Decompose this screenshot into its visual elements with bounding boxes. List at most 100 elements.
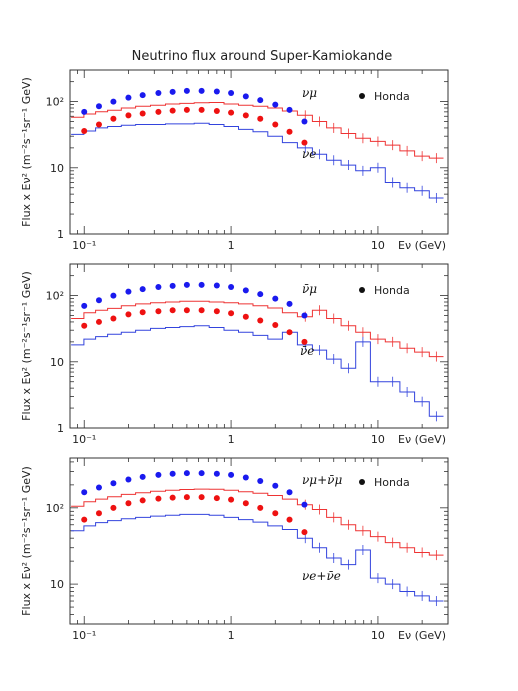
honda-point <box>95 103 102 110</box>
honda-point <box>183 470 190 477</box>
honda-point <box>81 302 88 309</box>
plot-frame <box>69 69 449 235</box>
honda-point <box>95 297 102 304</box>
honda-point <box>125 500 132 507</box>
neutrino-label: ν̄μ <box>302 282 317 296</box>
honda-point <box>242 112 249 119</box>
honda-point <box>228 471 235 478</box>
honda-point <box>286 300 293 307</box>
honda-point <box>213 282 220 289</box>
x-tick-label: 10 <box>371 239 385 252</box>
honda-point <box>110 504 117 511</box>
honda-point <box>81 108 88 115</box>
honda-point <box>257 477 264 484</box>
honda-point <box>257 317 264 324</box>
y-axis-label: Flux x Eν² (m⁻²s⁻¹sr⁻¹ GeV) <box>20 271 33 421</box>
figure-title: Neutrino flux around Super-Kamiokande <box>132 49 393 64</box>
panel-1: 10⁻¹ 1 10 1 10 10² Eν (GeV) Flux x Eν² (m⁻²s⁻¹s… <box>20 69 449 252</box>
honda-point <box>110 115 117 122</box>
honda-point <box>213 495 220 502</box>
honda-point <box>213 470 220 477</box>
honda-point <box>213 308 220 315</box>
honda-point <box>272 101 279 108</box>
honda-point <box>125 476 132 483</box>
honda-point <box>286 106 293 113</box>
y-axis-label: Flux x Eν² (m⁻²s⁻¹sr⁻¹ GeV) <box>20 466 33 616</box>
honda-point <box>169 107 176 114</box>
neutrino-label: νμ+ν̄μ <box>302 473 342 487</box>
honda-point <box>242 287 249 294</box>
honda-point <box>125 112 132 119</box>
x-tick-label: 10⁻¹ <box>72 629 96 642</box>
honda-point <box>110 98 117 105</box>
honda-point <box>125 288 132 295</box>
x-tick-label: 10⁻¹ <box>72 239 96 252</box>
neutrino-label: νe <box>302 147 316 161</box>
honda-point <box>139 309 146 316</box>
honda-point <box>81 489 88 496</box>
flux-histogram-blue <box>71 325 444 417</box>
honda-point <box>228 89 235 96</box>
y-tick-label: 10² <box>46 290 64 303</box>
panel-2: 10⁻¹ 1 10 1 10 10² Eν (GeV) Flux x Eν² (m⁻²s⁻¹s… <box>20 263 449 446</box>
flux-histogram-red <box>71 488 444 556</box>
flux-histogram-red <box>71 102 444 159</box>
honda-point <box>95 484 102 491</box>
honda-point <box>183 87 190 94</box>
x-axis-label: Eν (GeV) <box>398 629 446 642</box>
honda-point <box>272 295 279 302</box>
honda-point <box>257 504 264 511</box>
honda-point <box>257 291 264 298</box>
honda-point <box>81 322 88 329</box>
honda-point <box>198 470 205 477</box>
y-axis-label: Flux x Eν² (m⁻²s⁻¹sr⁻¹ GeV) <box>20 77 33 227</box>
x-tick-label: 1 <box>228 239 235 252</box>
honda-point <box>228 109 235 116</box>
x-tick-label: 10 <box>371 629 385 642</box>
honda-point <box>95 510 102 517</box>
panel-3: 10⁻¹ 1 10 10 10² Eν (GeV) Flux x Eν² (m⁻²s⁻¹sr… <box>20 457 449 642</box>
honda-point <box>183 281 190 288</box>
honda-point <box>272 121 279 128</box>
y-tick-label: 10 <box>50 162 64 175</box>
honda-point <box>183 106 190 113</box>
honda-point <box>110 292 117 299</box>
y-tick-label: 1 <box>57 422 64 435</box>
honda-point <box>95 318 102 325</box>
honda-point <box>155 308 162 315</box>
honda-point <box>169 307 176 314</box>
honda-point <box>125 311 132 318</box>
honda-point <box>169 470 176 477</box>
honda-point <box>286 516 293 523</box>
x-tick-label: 10⁻¹ <box>72 433 96 446</box>
honda-point <box>110 315 117 322</box>
honda-point <box>198 106 205 113</box>
honda-point <box>286 329 293 336</box>
honda-point <box>110 480 117 487</box>
honda-point <box>155 495 162 502</box>
legend-label: Honda <box>374 476 410 489</box>
honda-point <box>228 283 235 290</box>
honda-point <box>242 500 249 507</box>
x-axis-label: Eν (GeV) <box>398 239 446 252</box>
honda-point <box>228 310 235 317</box>
honda-point <box>81 516 88 523</box>
neutrino-label: νe+ν̄e <box>302 569 341 583</box>
honda-point <box>286 489 293 496</box>
legend-marker <box>359 287 365 293</box>
honda-point <box>228 496 235 503</box>
x-axis-label: Eν (GeV) <box>398 433 446 446</box>
honda-point <box>198 307 205 314</box>
honda-point <box>301 139 308 146</box>
honda-point <box>183 307 190 314</box>
honda-point <box>155 89 162 96</box>
x-tick-label: 1 <box>228 433 235 446</box>
honda-point <box>81 127 88 134</box>
y-tick-label: 10² <box>46 502 64 515</box>
honda-point <box>169 494 176 501</box>
y-tick-label: 10 <box>50 356 64 369</box>
honda-point <box>183 494 190 501</box>
y-tick-label: 10 <box>50 578 64 591</box>
chart-panels: 10⁻¹ 1 10 1 10 10² Eν (GeV) Flux x Eν² (m⁻²s⁻¹s… <box>20 69 449 642</box>
